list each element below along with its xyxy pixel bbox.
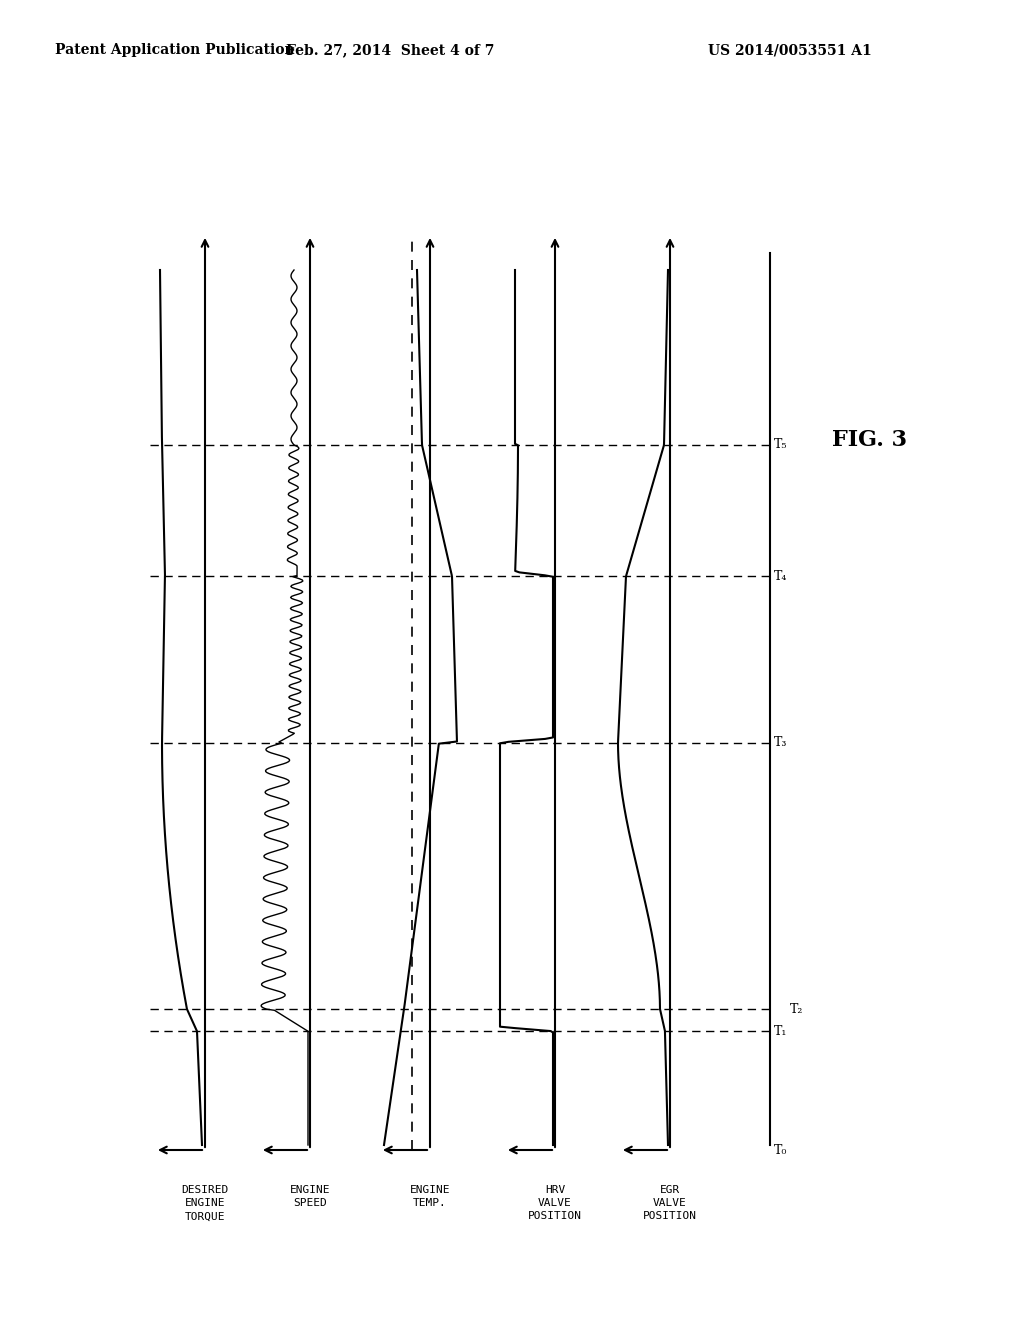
Text: T₀: T₀: [774, 1143, 787, 1156]
Text: HRV
VALVE
POSITION: HRV VALVE POSITION: [528, 1185, 582, 1221]
Text: ENGINE
TEMP.: ENGINE TEMP.: [410, 1185, 451, 1208]
Text: Feb. 27, 2014  Sheet 4 of 7: Feb. 27, 2014 Sheet 4 of 7: [286, 44, 495, 57]
Text: ENGINE
SPEED: ENGINE SPEED: [290, 1185, 331, 1208]
Text: T₄: T₄: [774, 570, 787, 582]
Text: T₅: T₅: [774, 438, 787, 451]
Text: DESIRED
ENGINE
TORQUE: DESIRED ENGINE TORQUE: [181, 1185, 228, 1221]
Text: US 2014/0053551 A1: US 2014/0053551 A1: [709, 44, 871, 57]
Text: T₂: T₂: [790, 1003, 804, 1016]
Text: Patent Application Publication: Patent Application Publication: [55, 44, 295, 57]
Text: FIG. 3: FIG. 3: [833, 429, 907, 451]
Text: EGR
VALVE
POSITION: EGR VALVE POSITION: [643, 1185, 697, 1221]
Text: T₃: T₃: [774, 737, 787, 748]
Text: T₁: T₁: [774, 1024, 787, 1038]
